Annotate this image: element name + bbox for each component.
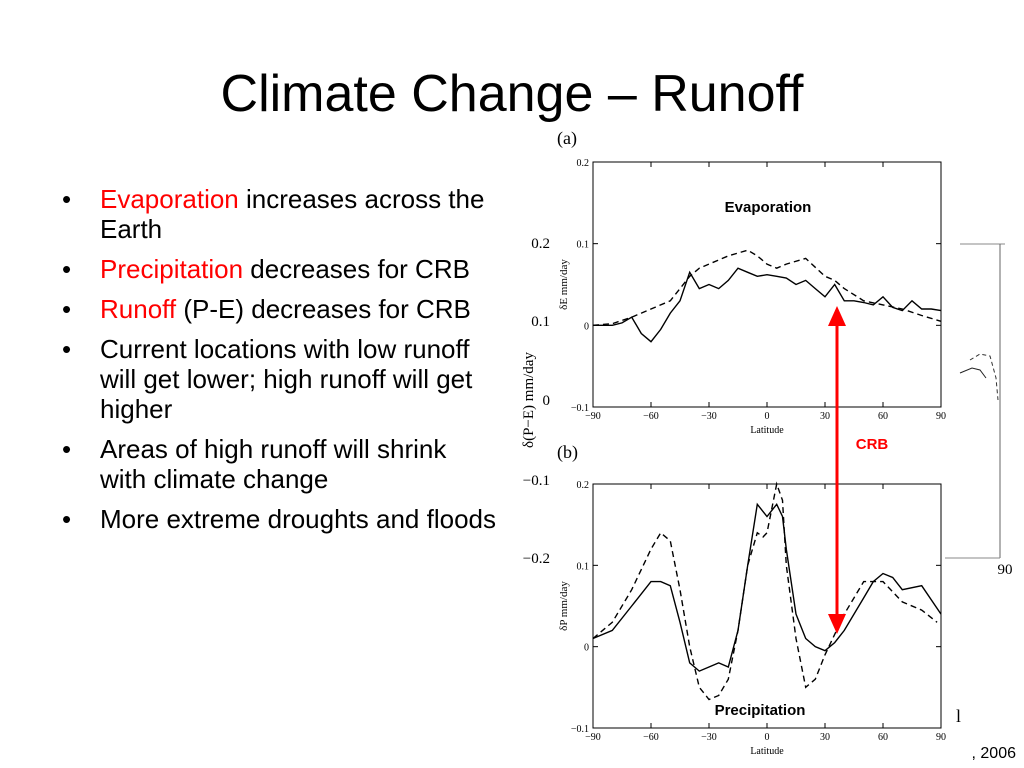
bullet-highlight: Precipitation xyxy=(100,254,244,284)
bullet-text: More extreme droughts and floods xyxy=(100,504,496,534)
y-tick-label: 0.2 xyxy=(577,480,590,491)
series-line-solid xyxy=(593,267,942,343)
bullet-item: • Evaporation increases across the Earth xyxy=(58,184,498,244)
panel-label: (b) xyxy=(557,442,578,463)
figure-area: −90 −60 −30 0 30 60 90 −0.1 0 0.1 0.2 Latitude δE mm… xyxy=(500,128,1024,768)
partial-tick-label: 0.1 xyxy=(531,314,550,330)
y-tick-label: 0.2 xyxy=(577,158,590,169)
x-axis-label: Latitude xyxy=(750,746,784,757)
slide-title: Climate Change – Runoff xyxy=(220,65,804,123)
bullet-highlight: Evaporation xyxy=(100,184,239,214)
background-partial-ticks: 0.2 0.1 0 −0.1 −0.2 δ(P−E) mm/day 90 xyxy=(521,236,1013,578)
bullet-item: • Precipitation decreases for CRB xyxy=(58,254,498,284)
y-tick-label: 0 xyxy=(584,321,589,332)
x-tick-label: 0 xyxy=(765,732,770,743)
x-tick-label: 90 xyxy=(936,732,946,743)
partial-tick-label: 90 xyxy=(998,562,1013,578)
x-tick-label: −60 xyxy=(643,411,659,422)
bullet-item: • Current locations with low runoff will … xyxy=(58,334,498,424)
y-tick-label: 0.1 xyxy=(577,561,590,572)
x-axis-label: Latitude xyxy=(750,425,784,436)
crb-arrow xyxy=(828,306,846,634)
x-tick-label: −30 xyxy=(701,732,717,743)
bullet-list: • Evaporation increases across the Earth … xyxy=(58,184,498,544)
x-tick-label: −90 xyxy=(585,732,601,743)
panel-label: (a) xyxy=(557,128,577,149)
x-tick-label: −30 xyxy=(701,411,717,422)
partial-axis-label: δ(P−E) mm/day xyxy=(521,352,537,448)
x-tick-label: 0 xyxy=(765,411,770,422)
precipitation-label: Precipitation xyxy=(715,702,806,719)
bullet-text: increases across the Earth xyxy=(100,184,485,244)
arrow-head-up-icon xyxy=(828,306,846,326)
partial-tick-label: 0.2 xyxy=(531,236,550,252)
y-tick-label: −0.1 xyxy=(571,724,589,735)
x-tick-label: 90 xyxy=(936,411,946,422)
bullet-text: Current locations with low runoff will g… xyxy=(100,334,473,424)
y-axis-label: δP mm/day xyxy=(558,581,570,631)
bullet-dot-icon: • xyxy=(62,504,72,534)
citation-fragment: , 2006 xyxy=(972,745,1017,762)
x-tick-label: 60 xyxy=(878,732,888,743)
evaporation-label: Evaporation xyxy=(725,199,812,216)
crb-label: CRB xyxy=(856,436,889,453)
bullet-dot-icon: • xyxy=(62,434,72,464)
bullet-item: • More extreme droughts and floods xyxy=(58,504,498,534)
y-tick-label: 0 xyxy=(584,643,589,654)
bullet-dot-icon: • xyxy=(62,254,72,284)
y-tick-label: −0.1 xyxy=(571,403,589,414)
partial-tick-label: −0.1 xyxy=(523,473,550,489)
series-line-dashed xyxy=(592,249,942,326)
bullet-dot-icon: • xyxy=(62,294,72,324)
bullet-dot-icon: • xyxy=(62,334,72,364)
arrow-head-down-icon xyxy=(828,614,846,634)
bullet-text: (P-E) decreases for CRB xyxy=(176,294,471,324)
x-tick-label: −60 xyxy=(643,732,659,743)
edge-text-fragment: l xyxy=(956,706,961,726)
bullet-text: decreases for CRB xyxy=(243,254,470,284)
x-tick-label: −90 xyxy=(585,411,601,422)
panel-b: −90 −60 −30 0 30 60 90 −0.1 0 0.1 0.2 Latitude δP mm… xyxy=(557,442,946,757)
y-axis-label: δE mm/day xyxy=(558,259,570,310)
bullet-dot-icon: • xyxy=(62,184,72,214)
background-figure-fragment xyxy=(945,243,1005,559)
x-tick-label: 30 xyxy=(820,411,830,422)
partial-tick-label: −0.2 xyxy=(523,551,550,567)
partial-tick-label: 0 xyxy=(543,393,551,409)
panel-a: −90 −60 −30 0 30 60 90 −0.1 0 0.1 0.2 Latitude δE mm… xyxy=(557,128,946,436)
x-tick-label: 60 xyxy=(878,411,888,422)
bullet-text: Areas of high runoff will shrink with cl… xyxy=(100,434,447,494)
x-tick-label: 30 xyxy=(820,732,830,743)
y-tick-label: 0.1 xyxy=(577,240,590,251)
series-line-solid xyxy=(592,502,942,672)
bullet-item: • Areas of high runoff will shrink with c… xyxy=(58,434,498,494)
bullet-highlight: Runoff xyxy=(100,294,177,324)
plot-frame xyxy=(592,483,942,729)
series-line-dashed xyxy=(592,481,938,701)
bullet-item: • Runoff (P-E) decreases for CRB xyxy=(58,294,498,324)
figure-svg: −90 −60 −30 0 30 60 90 −0.1 0 0.1 0.2 Latitude δE mm… xyxy=(521,128,1017,762)
